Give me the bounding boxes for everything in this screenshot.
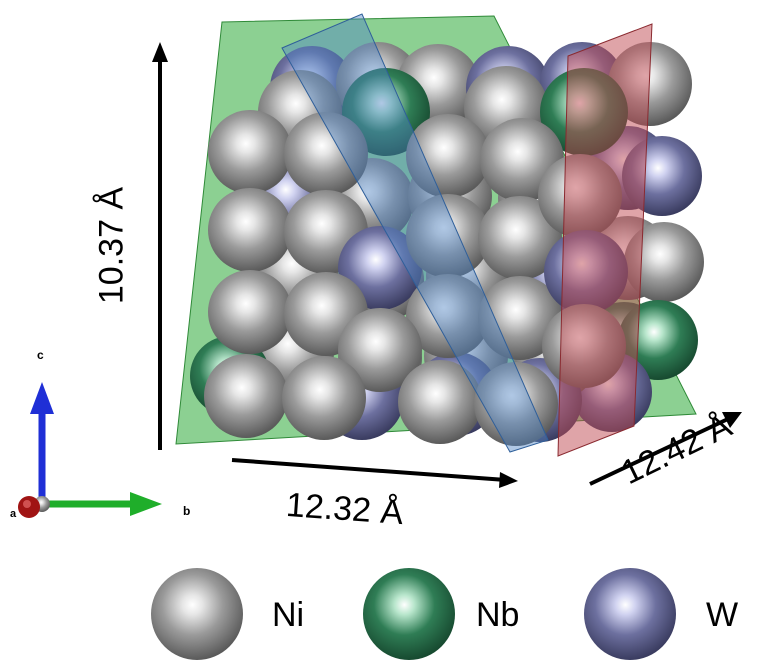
axis-b-arrowhead [130,492,162,516]
legend-nb-sphere [363,568,455,660]
axis-a-label: a [10,508,17,520]
axis-a-marker-highlight [23,500,31,508]
atom-ni [208,270,292,354]
axis-c-label: c [37,348,44,362]
depth-arrow [589,416,731,486]
atom-ni [406,194,490,278]
atom-ni [624,222,704,302]
atom-ni [406,274,490,358]
atom-ni [398,360,482,444]
blue-plane [281,13,549,453]
width-arrowhead [499,472,518,488]
depth-arrowhead [722,412,742,428]
width-arrow [231,458,507,482]
width-label: 12.32 Å [284,485,405,533]
height-arrowhead [152,42,168,62]
red-plane [557,23,653,457]
legend-ni-label: Ni [272,596,305,634]
axis-b-label: b [183,504,191,518]
atom-ni [208,188,292,272]
atom-nb [342,68,430,156]
atom-ni [478,196,562,280]
legend-w-label: W [706,596,739,634]
atom-ni [208,110,292,194]
legend-nb-label: Nb [476,596,520,634]
atom-ni [284,112,368,196]
axis-c-arrowhead [30,382,54,414]
height-label: 10.37 Å [92,186,131,305]
atom-ni [406,114,490,198]
atom-ni [338,308,422,392]
atom-ni [204,354,288,438]
legend-w-sphere [584,568,676,660]
atom-ni [282,356,366,440]
legend-ni-sphere [151,568,243,660]
atom-ni [478,276,562,360]
